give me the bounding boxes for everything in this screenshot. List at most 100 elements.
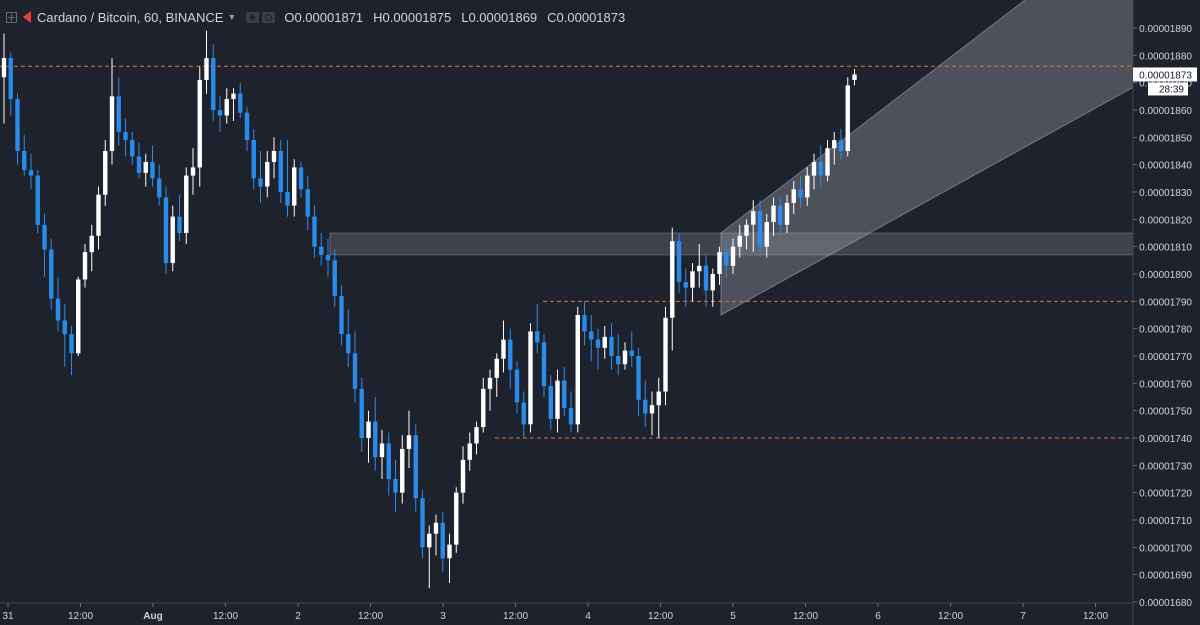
candle-body <box>501 339 506 359</box>
candle <box>636 347 641 417</box>
last-price-marker: 0.00001873 28:39 <box>1133 67 1197 96</box>
candle-body <box>325 254 331 261</box>
candle-body <box>217 110 223 116</box>
candle-body <box>15 99 20 151</box>
candle <box>555 369 560 433</box>
candle-body <box>136 156 142 173</box>
candle <box>825 140 830 182</box>
candle <box>771 197 776 236</box>
candle <box>602 325 607 359</box>
candle <box>69 325 74 376</box>
candle <box>42 213 47 277</box>
chevron-down-icon[interactable]: ▼ <box>227 12 237 22</box>
candle <box>670 227 675 351</box>
candle-body <box>629 350 634 356</box>
candle <box>562 366 567 417</box>
gear-icon[interactable] <box>262 11 276 23</box>
candle-body <box>656 391 661 406</box>
price-tick-label: 0.00001860 <box>1139 106 1192 117</box>
candle-body <box>346 334 351 354</box>
candle-body <box>562 380 567 408</box>
candle <box>474 421 479 455</box>
candle <box>366 410 371 463</box>
candle <box>136 142 142 179</box>
time-tick-label: 12:00 <box>793 611 818 622</box>
candle-body <box>649 405 655 414</box>
price-tick-label: 0.00001730 <box>1139 461 1192 472</box>
candle-body <box>82 252 88 280</box>
candle-body <box>258 178 263 187</box>
candle-body <box>514 369 520 403</box>
candle-body <box>22 151 27 171</box>
candle-body <box>791 189 796 203</box>
candle-body <box>319 246 324 255</box>
candle <box>798 175 803 209</box>
candle <box>373 397 378 471</box>
expand-icon[interactable] <box>6 11 17 23</box>
candle <box>386 432 391 496</box>
candle <box>55 276 61 332</box>
candle <box>744 219 749 250</box>
time-tick-label: 2 <box>295 611 301 622</box>
candle <box>150 145 155 187</box>
candle-body <box>474 427 479 444</box>
candle-body <box>636 356 641 400</box>
candle-body <box>555 380 560 419</box>
candle-body <box>231 93 236 100</box>
candle-body <box>406 435 412 449</box>
price-axis: 0.000018900.000018800.000018700.00001860… <box>1132 0 1200 625</box>
candle-body <box>184 175 189 233</box>
candle <box>292 159 297 217</box>
candle <box>332 249 337 307</box>
candle <box>251 129 256 190</box>
symbol-title[interactable]: Cardano / Bitcoin, 60, BINANCE <box>37 9 224 25</box>
time-tick-label: 4 <box>585 611 591 622</box>
candle <box>690 263 695 302</box>
flag-icon[interactable] <box>23 11 31 23</box>
candle <box>278 140 283 203</box>
candle-body <box>224 99 229 116</box>
candle <box>575 306 580 433</box>
candle <box>103 140 108 206</box>
candle <box>96 186 101 250</box>
candle <box>764 213 769 258</box>
candle-body <box>751 211 756 225</box>
candle-body <box>352 353 358 389</box>
candle <box>49 238 54 310</box>
candle <box>663 306 668 406</box>
candle <box>784 194 790 233</box>
candle <box>359 377 364 452</box>
candle-body <box>832 140 837 149</box>
candle <box>683 268 688 307</box>
price-tick-label: 0.00001710 <box>1139 516 1192 527</box>
candle <box>204 30 209 94</box>
candle <box>15 93 20 165</box>
candle-body <box>589 331 594 340</box>
candle-body <box>460 459 466 493</box>
candle <box>791 181 796 214</box>
candle <box>123 118 128 157</box>
candle <box>89 224 94 272</box>
candle <box>231 88 236 121</box>
candle-body <box>413 435 418 499</box>
price-axis-bg <box>1133 0 1200 625</box>
candle-body <box>211 58 216 110</box>
candle-body <box>292 167 297 206</box>
candle <box>582 301 587 346</box>
candle <box>346 309 351 367</box>
candle-body <box>163 197 169 264</box>
candle <box>528 323 533 433</box>
candle-body <box>717 252 722 274</box>
candle-body <box>298 167 304 190</box>
candle-body <box>575 315 580 425</box>
candle-body <box>663 317 668 392</box>
candle <box>838 129 844 160</box>
candle-body <box>825 148 830 176</box>
eye-icon[interactable] <box>246 11 260 23</box>
candle <box>76 276 81 356</box>
candle <box>751 200 756 253</box>
price-tick-label: 0.00001850 <box>1139 133 1192 144</box>
candle <box>454 487 459 553</box>
